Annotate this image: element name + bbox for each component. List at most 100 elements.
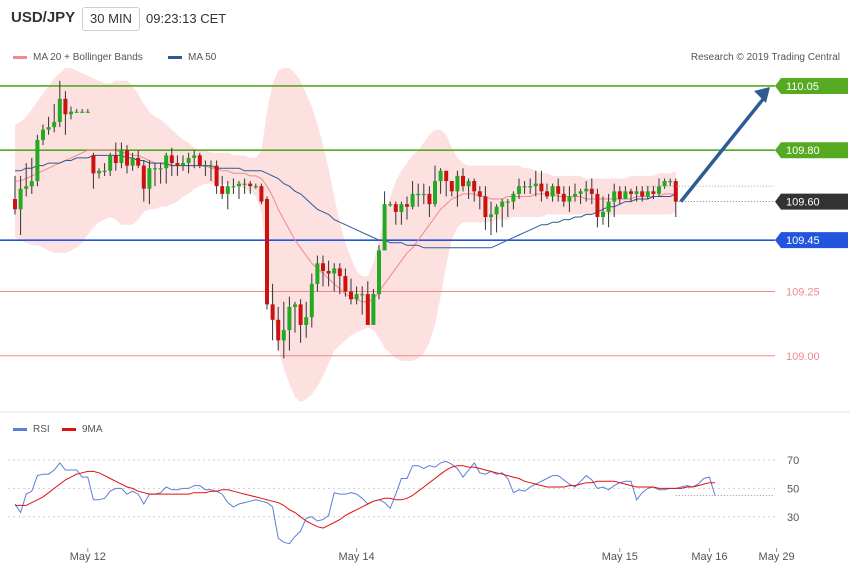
legend-swatch-ma20 bbox=[13, 55, 27, 59]
candle bbox=[533, 183, 538, 187]
legend-rsi: RSI bbox=[13, 424, 50, 435]
candle bbox=[477, 191, 482, 197]
candle bbox=[125, 150, 129, 166]
candle bbox=[242, 183, 247, 185]
candle bbox=[545, 191, 549, 197]
copyright-text: Research © 2019 Trading Central bbox=[690, 52, 840, 63]
last-price-label: 109.60 bbox=[786, 197, 820, 209]
candle bbox=[304, 317, 309, 325]
candle bbox=[528, 186, 533, 188]
level-tag-0 bbox=[775, 77, 848, 94]
candle bbox=[281, 330, 286, 341]
candle bbox=[634, 191, 639, 194]
candle bbox=[287, 306, 292, 331]
candle bbox=[494, 206, 499, 215]
legend-9ma: 9MA bbox=[62, 424, 103, 435]
candle bbox=[517, 186, 521, 194]
candle bbox=[399, 204, 404, 212]
candle bbox=[24, 186, 29, 189]
candle bbox=[209, 165, 213, 167]
candle bbox=[130, 157, 135, 166]
legend-swatch-ma50 bbox=[168, 55, 182, 59]
candle bbox=[141, 165, 146, 189]
rsi-tick-label: 70 bbox=[787, 455, 799, 467]
candle bbox=[169, 155, 174, 164]
candle bbox=[505, 201, 510, 203]
timeframe-selector[interactable]: 30 MIN bbox=[82, 7, 140, 31]
candle bbox=[421, 193, 426, 196]
candle bbox=[578, 191, 583, 194]
candle bbox=[617, 191, 622, 200]
candle bbox=[673, 181, 678, 202]
candle bbox=[113, 155, 118, 164]
projection-arrow-head bbox=[754, 86, 770, 103]
candle bbox=[595, 193, 600, 218]
candle bbox=[382, 204, 387, 251]
candle bbox=[500, 201, 505, 207]
candle bbox=[13, 199, 17, 210]
x-tick-label: May 15 bbox=[602, 551, 638, 563]
candle bbox=[57, 98, 62, 122]
candle bbox=[315, 263, 320, 284]
candle bbox=[461, 175, 465, 187]
candle bbox=[321, 263, 325, 271]
legend-label-ma50: MA 50 bbox=[188, 52, 217, 63]
candle bbox=[377, 250, 381, 295]
candle bbox=[253, 186, 258, 188]
candle bbox=[69, 111, 73, 115]
candle bbox=[405, 204, 409, 207]
rsi-tick-label: 30 bbox=[787, 512, 799, 524]
legend-swatch-9ma bbox=[62, 427, 76, 431]
candle bbox=[606, 201, 611, 212]
candle bbox=[657, 186, 661, 194]
candle bbox=[41, 129, 45, 140]
candle bbox=[483, 196, 488, 218]
level-label-1: 109.80 bbox=[786, 145, 820, 157]
candle bbox=[298, 304, 303, 325]
legend-label-rsi: RSI bbox=[33, 424, 50, 435]
candle bbox=[365, 294, 370, 325]
candle bbox=[237, 183, 241, 187]
level-tag-2 bbox=[775, 232, 848, 249]
candle bbox=[455, 175, 460, 192]
candle bbox=[181, 163, 185, 166]
candle bbox=[46, 127, 51, 130]
level-label-3: 109.25 bbox=[786, 287, 820, 299]
candle bbox=[662, 181, 667, 187]
symbol-label: USD/JPY bbox=[11, 9, 76, 26]
candle bbox=[645, 191, 650, 197]
candle bbox=[91, 155, 96, 174]
candle bbox=[511, 193, 516, 202]
candle bbox=[629, 191, 633, 194]
time-label: 09:23:13 CET bbox=[146, 11, 227, 26]
candle bbox=[147, 168, 152, 189]
candle bbox=[433, 181, 437, 205]
candle bbox=[444, 170, 449, 182]
candle bbox=[522, 186, 527, 188]
candle bbox=[584, 188, 589, 192]
x-tick-label: May 29 bbox=[759, 551, 795, 563]
candle bbox=[601, 211, 605, 218]
legend-ma20: MA 20 + Bollinger Bands bbox=[13, 52, 143, 63]
candle bbox=[668, 181, 673, 183]
legend-swatch-rsi bbox=[13, 427, 27, 431]
x-tick-label: May 16 bbox=[691, 551, 727, 563]
candle bbox=[164, 155, 169, 169]
candle bbox=[18, 188, 23, 210]
candle bbox=[309, 283, 314, 318]
x-tick-label: May 14 bbox=[339, 551, 375, 563]
projection-arrow bbox=[679, 96, 766, 203]
candle bbox=[265, 199, 269, 305]
candle bbox=[175, 163, 180, 166]
candle bbox=[371, 294, 376, 325]
candle bbox=[203, 165, 208, 167]
candle bbox=[270, 304, 275, 320]
candle bbox=[612, 191, 617, 202]
candle bbox=[573, 193, 577, 197]
candle bbox=[119, 150, 124, 164]
rsi-ma9-line bbox=[15, 465, 715, 529]
chart-header: USD/JPY 30 MIN 09:23:13 CET bbox=[0, 0, 850, 38]
candle bbox=[337, 268, 342, 277]
candle bbox=[360, 294, 365, 296]
